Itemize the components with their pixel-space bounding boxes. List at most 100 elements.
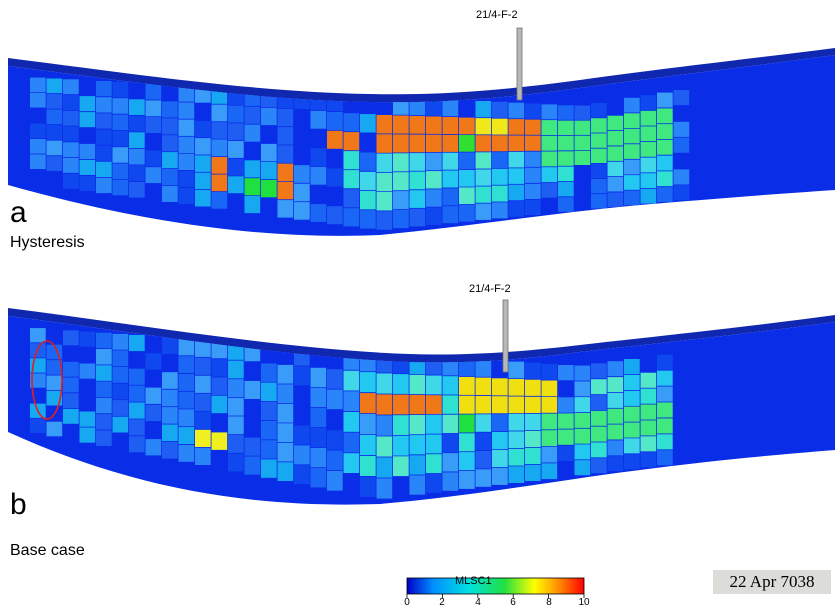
grid-cell bbox=[525, 413, 541, 430]
grid-cell bbox=[624, 406, 640, 422]
grid-cell bbox=[624, 113, 640, 128]
grid-cell bbox=[327, 149, 343, 168]
grid-cell bbox=[459, 187, 475, 205]
grid-cell bbox=[228, 194, 244, 211]
grid-cell bbox=[343, 473, 360, 494]
grid-cell bbox=[46, 390, 63, 406]
grid-cell bbox=[409, 394, 426, 415]
grid-cell bbox=[591, 426, 607, 442]
grid-cell bbox=[409, 171, 426, 190]
grid-cell bbox=[459, 100, 475, 117]
grid-cell bbox=[162, 337, 178, 354]
grid-cell bbox=[459, 204, 475, 222]
grid-cell bbox=[673, 153, 690, 169]
grid-cell bbox=[112, 147, 129, 163]
grid-cell bbox=[541, 397, 558, 413]
grid-cell bbox=[96, 397, 112, 414]
grid-cell bbox=[640, 157, 657, 173]
grid-cell bbox=[376, 115, 393, 134]
grid-cell bbox=[360, 393, 376, 414]
grid-cell bbox=[492, 185, 508, 202]
grid-cell bbox=[508, 102, 525, 119]
grid-cell bbox=[409, 134, 426, 153]
grid-cell bbox=[63, 361, 79, 377]
grid-cell bbox=[574, 397, 591, 413]
grid-cell bbox=[30, 77, 46, 93]
grid-cell bbox=[541, 104, 558, 120]
grid-cell bbox=[426, 454, 442, 474]
grid-cell bbox=[607, 146, 624, 161]
grid-cell bbox=[591, 379, 607, 395]
grid-cell bbox=[442, 376, 459, 395]
grid-cell bbox=[211, 340, 228, 359]
grid-cell bbox=[310, 204, 327, 222]
grid-cell bbox=[211, 395, 228, 414]
grid-cell bbox=[294, 128, 310, 146]
grid-cell bbox=[426, 134, 442, 153]
grid-cell bbox=[640, 95, 657, 110]
grid-cell bbox=[640, 173, 657, 188]
grid-cell bbox=[277, 364, 294, 384]
grid-cell bbox=[558, 120, 574, 136]
grid-cell bbox=[409, 435, 426, 455]
grid-cell bbox=[376, 373, 393, 394]
grid-cell bbox=[591, 442, 607, 458]
grid-cell bbox=[129, 436, 145, 453]
grid-cell bbox=[541, 430, 558, 446]
grid-cell bbox=[657, 124, 673, 139]
grid-cell bbox=[112, 383, 129, 400]
grid-cell bbox=[310, 387, 327, 408]
grid-cell bbox=[244, 124, 261, 142]
grid-cell bbox=[162, 101, 178, 118]
grid-cell bbox=[492, 396, 508, 414]
grid-cell bbox=[79, 128, 96, 144]
grid-cell bbox=[310, 129, 327, 148]
model-panel-a bbox=[8, 27, 835, 236]
grid-cell bbox=[558, 429, 574, 445]
grid-cell bbox=[310, 428, 327, 448]
grid-cell bbox=[195, 172, 211, 190]
grid-cell bbox=[162, 185, 178, 202]
grid-cell bbox=[607, 131, 624, 146]
grid-cell bbox=[360, 414, 376, 435]
grid-cell bbox=[261, 198, 277, 216]
grid-cell bbox=[657, 108, 673, 124]
grid-cell bbox=[657, 434, 673, 450]
grid-cell bbox=[79, 80, 96, 96]
date-stamp: 22 Apr 7038 bbox=[713, 570, 831, 594]
grid-cell bbox=[409, 374, 426, 395]
grid-cell bbox=[525, 135, 541, 151]
grid-cell bbox=[244, 106, 261, 124]
grid-cell bbox=[178, 409, 195, 427]
grid-cell bbox=[310, 166, 327, 185]
grid-cell bbox=[195, 339, 211, 357]
grid-cell bbox=[508, 151, 525, 168]
grid-cell bbox=[145, 336, 162, 353]
grid-cell bbox=[261, 440, 277, 459]
grid-cell bbox=[244, 362, 261, 381]
grid-cell bbox=[277, 200, 294, 218]
grid-cell bbox=[244, 437, 261, 456]
grid-cell bbox=[294, 405, 310, 425]
grid-cell bbox=[525, 167, 541, 183]
grid-cell bbox=[492, 135, 508, 152]
grid-cell bbox=[673, 137, 690, 153]
grid-cell bbox=[343, 170, 360, 189]
grid-cell bbox=[343, 208, 360, 227]
grid-cell bbox=[46, 360, 63, 375]
well-label-a: 21/4-F-2 bbox=[476, 9, 518, 21]
grid-cell bbox=[624, 438, 640, 454]
colorbar-tick-label: 6 bbox=[510, 597, 516, 608]
grid-cell bbox=[426, 414, 442, 434]
grid-cell bbox=[657, 187, 673, 202]
grid-cell bbox=[211, 414, 228, 432]
grid-cell bbox=[46, 156, 63, 171]
grid-cell bbox=[261, 125, 277, 144]
grid-cell bbox=[277, 442, 294, 462]
grid-cell bbox=[393, 191, 409, 210]
grid-cell bbox=[178, 85, 195, 102]
grid-cell bbox=[228, 416, 244, 435]
grid-cell bbox=[558, 105, 574, 120]
grid-cell bbox=[426, 171, 442, 189]
grid-cell bbox=[409, 415, 426, 435]
